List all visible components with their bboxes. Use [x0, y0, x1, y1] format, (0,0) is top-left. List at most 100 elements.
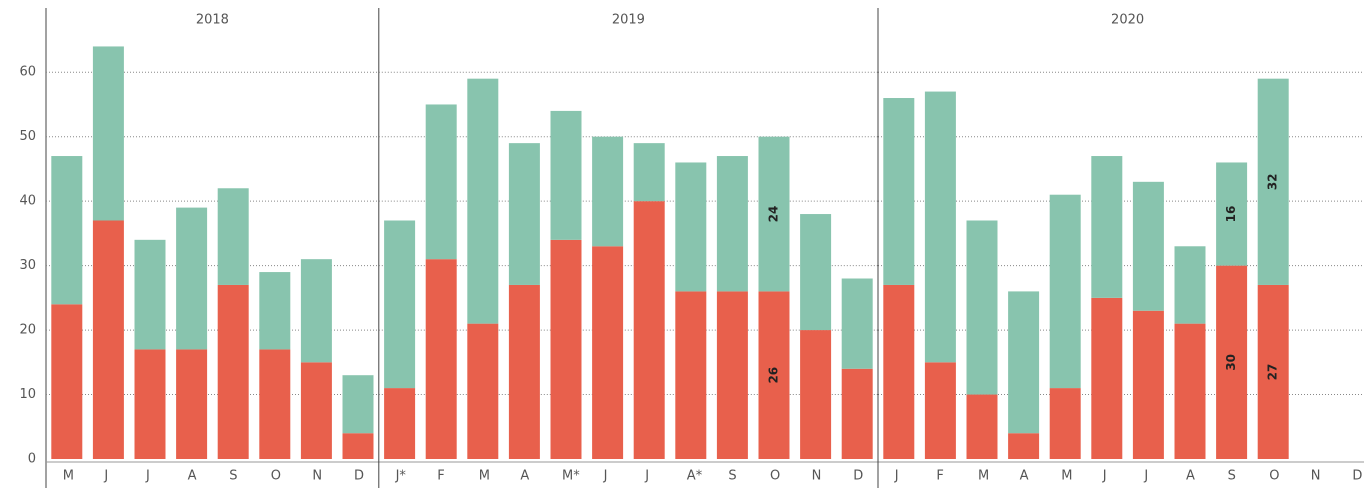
bar-segment	[1132, 310, 1164, 459]
bar-segment	[841, 278, 873, 369]
y-tick-label: 40	[19, 194, 36, 209]
bar-segment	[51, 304, 83, 459]
bar-segment	[134, 239, 166, 350]
bar-segment	[342, 433, 374, 459]
bar-segment	[300, 259, 332, 363]
bar-segment	[1174, 246, 1206, 324]
x-tick-label: J	[644, 469, 649, 484]
x-tick-label: D	[354, 469, 364, 484]
bar-segment	[1257, 78, 1289, 285]
x-tick-label: J	[145, 469, 150, 484]
bar-segment	[550, 110, 582, 240]
x-tick-label: M*	[562, 469, 580, 484]
x-tick-label: F	[437, 469, 444, 484]
bar-segment	[384, 388, 416, 459]
x-tick-label: J	[894, 469, 899, 484]
x-tick-label: N	[812, 469, 822, 484]
x-tick-label: J*	[395, 469, 407, 484]
bar-segment	[425, 104, 457, 260]
value-label: 26	[767, 367, 781, 384]
bar-segment	[467, 323, 499, 459]
bar-segment	[841, 368, 873, 459]
bar-segment	[633, 143, 665, 202]
bar-segment	[217, 188, 249, 285]
x-tick-label: O	[770, 469, 780, 484]
x-tick-label: D	[1352, 469, 1362, 484]
value-label: 24	[767, 206, 781, 223]
x-tick-label: A	[1186, 469, 1195, 484]
y-tick-label: 0	[28, 452, 36, 467]
bar-segment	[716, 156, 748, 292]
bar-segment	[384, 220, 416, 389]
bar-segment	[92, 46, 124, 221]
bar-segment	[1091, 156, 1123, 298]
value-label: 27	[1266, 364, 1280, 381]
bar-segment	[1008, 433, 1040, 459]
x-tick-label: D	[853, 469, 863, 484]
x-tick-label: O	[271, 469, 281, 484]
x-tick-label: O	[1269, 469, 1279, 484]
bar-segment	[134, 349, 166, 459]
x-tick-label: S	[1228, 469, 1236, 484]
x-tick-label: A	[1020, 469, 1029, 484]
bar-segment	[883, 98, 915, 285]
x-tick-label: A*	[687, 469, 703, 484]
bar-segment	[1049, 194, 1081, 389]
bar-segment	[633, 201, 665, 459]
bar-segment	[92, 220, 124, 459]
x-tick-label: A	[520, 469, 529, 484]
x-tick-label: J	[1143, 469, 1148, 484]
bar-segment	[425, 259, 457, 459]
x-tick-label: F	[936, 469, 943, 484]
x-tick-label: J	[1102, 469, 1107, 484]
bar-segment	[675, 162, 707, 292]
x-tick-label: M	[978, 469, 989, 484]
x-tick-label: M	[1061, 469, 1072, 484]
bar-segment	[966, 394, 998, 459]
bar-segment	[342, 375, 374, 434]
y-tick-label: 20	[19, 323, 36, 338]
x-tick-label: N	[312, 469, 322, 484]
bar-segment	[550, 239, 582, 459]
y-tick-label: 60	[19, 65, 36, 80]
y-tick-label: 50	[19, 129, 36, 144]
bar-segment	[1216, 162, 1248, 266]
bar-segment	[51, 156, 83, 305]
bar-segment	[259, 349, 291, 459]
x-tick-label: M	[479, 469, 490, 484]
x-tick-label: M	[63, 469, 74, 484]
bar-segment	[758, 291, 790, 459]
bar-segment	[467, 78, 499, 324]
x-tick-label: S	[728, 469, 736, 484]
bar-segment	[217, 284, 249, 459]
bar-segment	[259, 272, 291, 350]
bar-segment	[1091, 297, 1123, 459]
x-tick-label: S	[229, 469, 237, 484]
bar-segment	[176, 349, 208, 459]
bar-segment	[592, 246, 624, 459]
bar-segment	[1049, 388, 1081, 459]
bar-segment	[1257, 284, 1289, 459]
bar-segment	[800, 214, 832, 331]
bar-segment	[592, 136, 624, 247]
x-tick-label: N	[1311, 469, 1321, 484]
bar-segment	[508, 143, 540, 285]
y-tick-label: 30	[19, 258, 36, 273]
x-tick-label: J	[603, 469, 608, 484]
panel-title: 2018	[196, 13, 229, 28]
y-tick-label: 10	[19, 387, 36, 402]
bar-segment	[675, 291, 707, 459]
bar-segment	[1216, 265, 1248, 459]
bar-segment	[1132, 181, 1164, 311]
bar-segment	[1174, 323, 1206, 459]
value-label: 16	[1224, 206, 1238, 223]
panel-title: 2019	[612, 13, 645, 28]
bar-segment	[800, 330, 832, 459]
bar-segment	[883, 284, 915, 459]
value-label: 30	[1224, 354, 1238, 371]
x-tick-label: J	[103, 469, 108, 484]
bar-segment	[924, 91, 956, 363]
bar-segment	[508, 284, 540, 459]
x-tick-label: A	[188, 469, 197, 484]
bar-segment	[924, 362, 956, 459]
